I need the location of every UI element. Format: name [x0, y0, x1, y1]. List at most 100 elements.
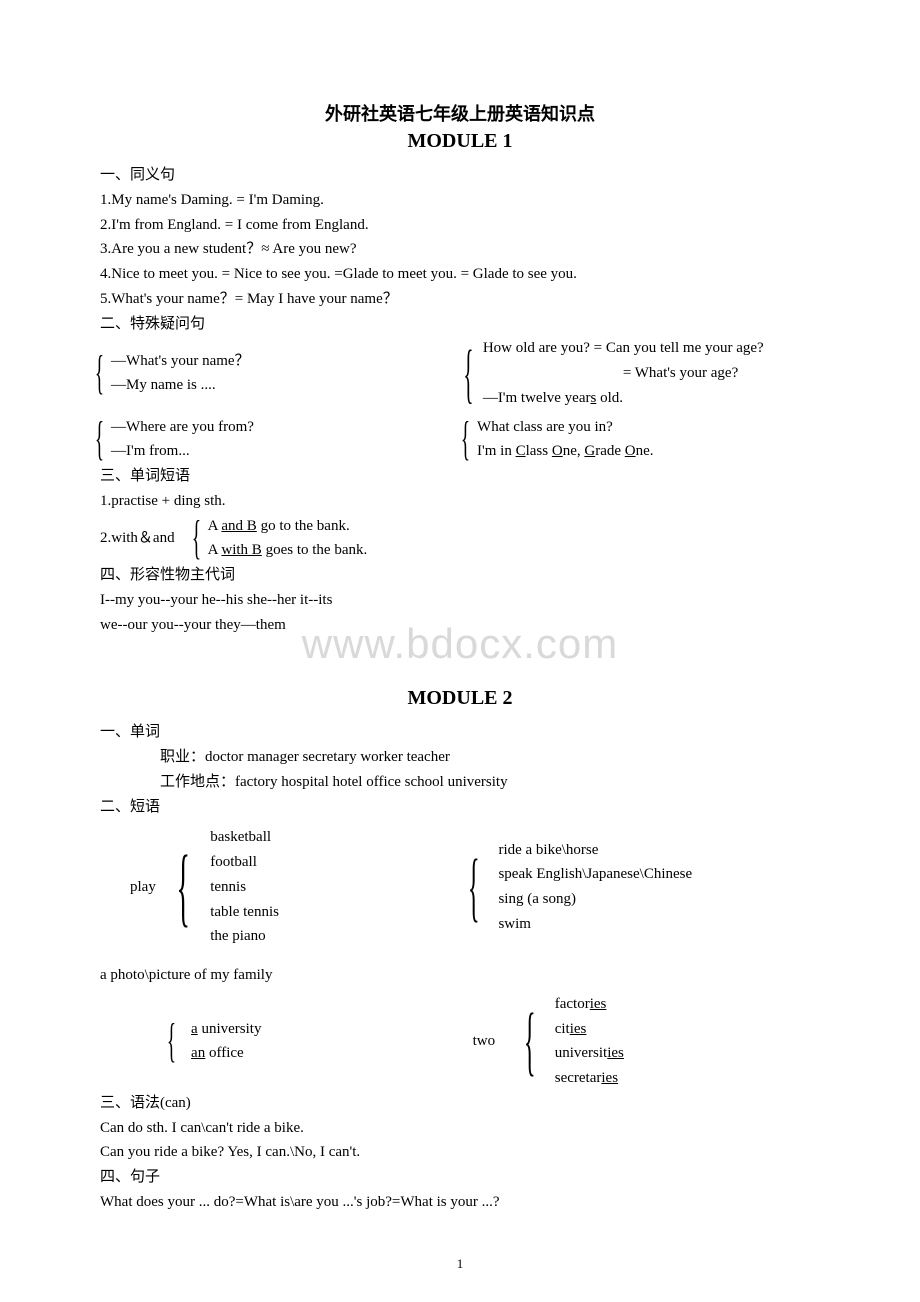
brace-icon: { — [176, 856, 189, 918]
text-span: G — [584, 443, 595, 459]
text-line: 工作地点：factory hospital hotel office schoo… — [160, 770, 820, 795]
text-line: A and B go to the bank. — [208, 514, 368, 539]
list-item: speak English\Japanese\Chinese — [498, 862, 692, 887]
list-item: universities — [555, 1041, 624, 1066]
text-line: 5.What's your name？= May I have your nam… — [100, 287, 820, 312]
text-span: —I'm twelve year — [483, 390, 591, 406]
text-line: I'm in Class One, Grade One. — [477, 439, 654, 464]
text-span: ies — [601, 1070, 618, 1086]
list-item: basketball — [210, 825, 279, 850]
text-span: ies — [607, 1045, 624, 1061]
text-line: 3.Are you a new student？≈ Are you new? — [100, 237, 820, 262]
doc-title: 外研社英语七年级上册英语知识点 — [100, 100, 820, 126]
brace-icon: { — [191, 519, 200, 557]
text-line: a photo\picture of my family — [100, 963, 820, 988]
section-label: 一、单词 — [100, 720, 820, 745]
text-span: university — [198, 1021, 262, 1037]
text-line: Can do sth. I can\can't ride a bike. — [100, 1116, 820, 1141]
text-line: we--our you--your they—them — [100, 613, 820, 638]
text-span: ne. — [636, 443, 654, 459]
text-span: factory hospital hotel office school uni… — [235, 774, 508, 790]
list-item: cities — [555, 1017, 624, 1042]
play-label: play — [130, 875, 156, 900]
text-span: 2.with＆and — [100, 526, 175, 551]
brace-icon: { — [95, 420, 104, 458]
text-line: A with B goes to the bank. — [208, 538, 368, 563]
text-line: 1.practise + ding sth. — [100, 489, 820, 514]
text-span: C — [516, 443, 526, 459]
text-line: Can you ride a bike? Yes, I can.\No, I c… — [100, 1140, 820, 1165]
brace-icon: { — [95, 354, 104, 392]
text-line: —I'm twelve years old. — [483, 386, 764, 411]
text-line: —I'm from... — [111, 439, 254, 464]
brace-icon: { — [524, 1014, 536, 1068]
section-label: 三、语法(can) — [100, 1091, 820, 1116]
text-span: lass — [526, 443, 552, 459]
play-list: basketballfootballtennistable tennisthe … — [210, 825, 279, 949]
text-span: A — [208, 542, 222, 558]
list-item: sing (a song) — [498, 887, 692, 912]
section-label: 四、形容性物主代词 — [100, 563, 820, 588]
section-label: 三、单词短语 — [100, 464, 820, 489]
document-content: 外研社英语七年级上册英语知识点 MODULE 1 一、同义句 1.My name… — [100, 100, 820, 1215]
section-label: 二、短语 — [100, 795, 820, 820]
text-span: O — [625, 443, 636, 459]
list-item: secretaries — [555, 1066, 624, 1091]
text-span: A — [208, 518, 222, 534]
list-item: factories — [555, 992, 624, 1017]
brace-icon: { — [463, 350, 473, 396]
article-row: { a university an office two { factories… — [100, 992, 820, 1091]
qa-row: { —What's your name？ —My name is .... { … — [100, 336, 820, 410]
text-line: a university — [191, 1017, 261, 1042]
text-span: O — [552, 443, 563, 459]
text-span: with B — [221, 542, 261, 558]
two-label: two — [473, 1029, 496, 1054]
text-line: —My name is .... — [111, 373, 250, 398]
text-line: How old are you? = Can you tell me your … — [483, 336, 764, 361]
text-span: ies — [570, 1021, 587, 1037]
section-label: 四、句子 — [100, 1165, 820, 1190]
text-span: rade — [595, 443, 625, 459]
text-span: cit — [555, 1021, 570, 1037]
text-span: a — [191, 1021, 198, 1037]
text-span: I'm in — [477, 443, 516, 459]
module1-title: MODULE 1 — [100, 130, 820, 153]
text-span: doctor manager secretary worker teacher — [205, 749, 450, 765]
text-span: factor — [555, 996, 590, 1012]
qa-row: { —Where are you from? —I'm from... { Wh… — [100, 415, 820, 465]
with-and-group: 2.with＆and { A and B go to the bank. A w… — [100, 514, 820, 564]
text-span: ne, — [563, 443, 585, 459]
text-span: go to the bank. — [257, 518, 350, 534]
text-line: What class are you in? — [477, 415, 654, 440]
text-span: and B — [221, 518, 256, 534]
section-label: 一、同义句 — [100, 163, 820, 188]
text-span: ies — [590, 996, 607, 1012]
brace-icon: { — [468, 860, 480, 914]
text-line: I--my you--your he--his she--her it--its — [100, 588, 820, 613]
text-line: = What's your age? — [483, 361, 764, 386]
module2-title: MODULE 2 — [100, 687, 820, 710]
list-item: football — [210, 850, 279, 875]
text-span: secretar — [555, 1070, 602, 1086]
text-span: universit — [555, 1045, 608, 1061]
list-item: the piano — [210, 924, 279, 949]
phrase-row: play { basketballfootballtennistable ten… — [100, 825, 820, 949]
page-number: 1 — [457, 1256, 464, 1272]
list-item: ride a bike\horse — [498, 838, 692, 863]
brace-icon: { — [167, 1022, 176, 1060]
two-list: factoriescitiesuniversitiessecretaries — [555, 992, 624, 1091]
text-span: an — [191, 1045, 205, 1061]
text-span: old. — [596, 390, 623, 406]
section-label: 二、特殊疑问句 — [100, 312, 820, 337]
list-item: swim — [498, 912, 692, 937]
text-line: —What's your name？ — [111, 349, 250, 374]
text-span: 职业： — [160, 749, 205, 765]
list-item: tennis — [210, 875, 279, 900]
text-span: 工作地点： — [160, 774, 235, 790]
text-span: office — [205, 1045, 243, 1061]
text-line: —Where are you from? — [111, 415, 254, 440]
text-line: an office — [191, 1041, 261, 1066]
text-span: goes to the bank. — [262, 542, 367, 558]
text-line: 2.I'm from England. = I come from Englan… — [100, 213, 820, 238]
text-line: 4.Nice to meet you. = Nice to see you. =… — [100, 262, 820, 287]
